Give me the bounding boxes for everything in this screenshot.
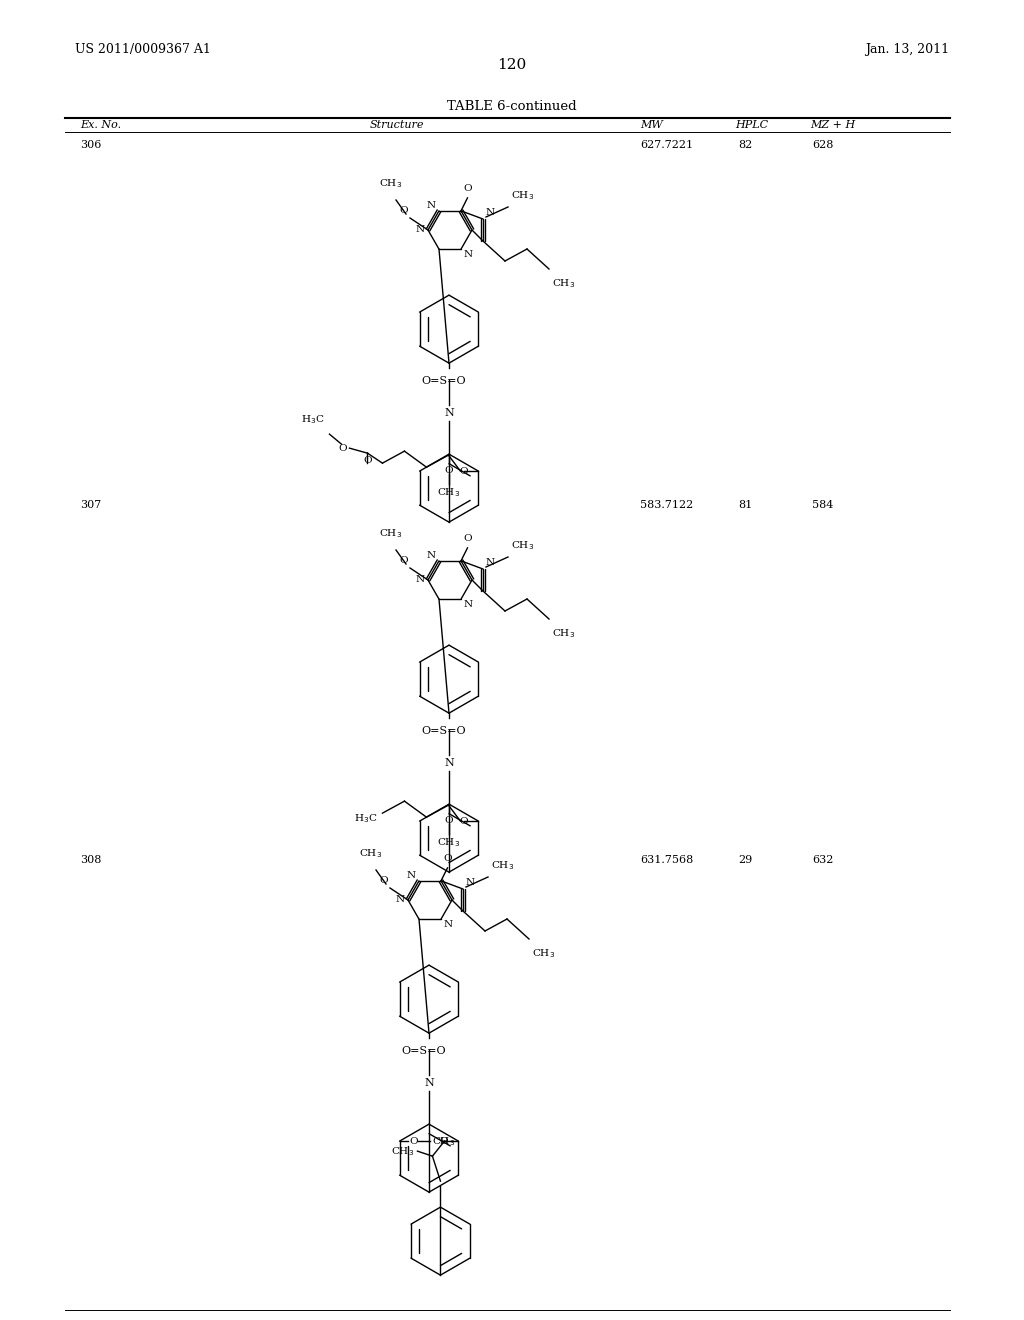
Text: CH$_3$: CH$_3$: [380, 177, 402, 190]
Text: O=S=O: O=S=O: [421, 376, 466, 387]
Text: Jan. 13, 2011: Jan. 13, 2011: [865, 44, 949, 55]
Text: N: N: [424, 1078, 434, 1088]
Text: US 2011/0009367 A1: US 2011/0009367 A1: [75, 44, 211, 55]
Text: N: N: [407, 871, 416, 880]
Text: O: O: [444, 816, 454, 825]
Text: O: O: [339, 444, 347, 453]
Text: O: O: [463, 183, 472, 193]
Text: TABLE 6-continued: TABLE 6-continued: [447, 100, 577, 114]
Text: MZ + H: MZ + H: [810, 120, 855, 129]
Text: N: N: [416, 226, 425, 235]
Text: HPLC: HPLC: [735, 120, 768, 129]
Text: O=S=O: O=S=O: [421, 726, 466, 737]
Text: CH$_3$: CH$_3$: [437, 486, 461, 499]
Text: O: O: [444, 466, 454, 475]
Text: 308: 308: [80, 855, 101, 865]
Text: 120: 120: [498, 58, 526, 73]
Text: CH$_3$: CH$_3$: [552, 627, 575, 640]
Text: 81: 81: [738, 500, 753, 510]
Text: CH$_3$: CH$_3$: [431, 1135, 455, 1147]
Text: N: N: [416, 576, 425, 585]
Text: MW: MW: [640, 120, 663, 129]
Text: O: O: [463, 533, 472, 543]
Text: 628: 628: [812, 140, 834, 150]
Text: 584: 584: [812, 500, 834, 510]
Text: O: O: [440, 1137, 449, 1146]
Text: N: N: [464, 249, 473, 259]
Text: CH$_3$: CH$_3$: [380, 527, 402, 540]
Text: N: N: [427, 201, 436, 210]
Text: 306: 306: [80, 140, 101, 150]
Text: O=S=O: O=S=O: [401, 1047, 445, 1056]
Text: O: O: [399, 556, 408, 565]
Text: O: O: [379, 876, 388, 884]
Text: O: O: [443, 854, 452, 863]
Text: N: N: [427, 550, 436, 560]
Text: N: N: [486, 209, 496, 216]
Text: 307: 307: [80, 500, 101, 510]
Text: CH$_3$: CH$_3$: [511, 189, 535, 202]
Text: O: O: [460, 467, 468, 475]
Text: N: N: [486, 558, 496, 568]
Text: CH$_3$: CH$_3$: [490, 859, 514, 873]
Text: N: N: [396, 895, 406, 904]
Text: Ex. No.: Ex. No.: [80, 120, 121, 129]
Text: CH$_3$: CH$_3$: [511, 539, 535, 552]
Text: 627.7221: 627.7221: [640, 140, 693, 150]
Text: CH$_3$: CH$_3$: [359, 847, 383, 861]
Text: N: N: [444, 758, 454, 768]
Text: H$_3$C: H$_3$C: [354, 812, 378, 825]
Text: O: O: [460, 817, 468, 825]
Text: N: N: [444, 408, 454, 418]
Text: N: N: [466, 878, 475, 887]
Text: 631.7568: 631.7568: [640, 855, 693, 865]
Text: CH$_3$: CH$_3$: [391, 1144, 415, 1158]
Text: O: O: [399, 206, 408, 215]
Text: N: N: [464, 601, 473, 609]
Text: Structure: Structure: [370, 120, 425, 129]
Text: CH$_3$: CH$_3$: [552, 277, 575, 290]
Text: 82: 82: [738, 140, 753, 150]
Text: O: O: [410, 1137, 418, 1146]
Text: CH$_3$: CH$_3$: [437, 836, 461, 849]
Text: O: O: [364, 457, 372, 465]
Text: 583.7122: 583.7122: [640, 500, 693, 510]
Text: 29: 29: [738, 855, 753, 865]
Text: CH$_3$: CH$_3$: [532, 946, 555, 960]
Text: H$_3$C: H$_3$C: [301, 413, 325, 426]
Text: 632: 632: [812, 855, 834, 865]
Text: N: N: [444, 920, 454, 929]
